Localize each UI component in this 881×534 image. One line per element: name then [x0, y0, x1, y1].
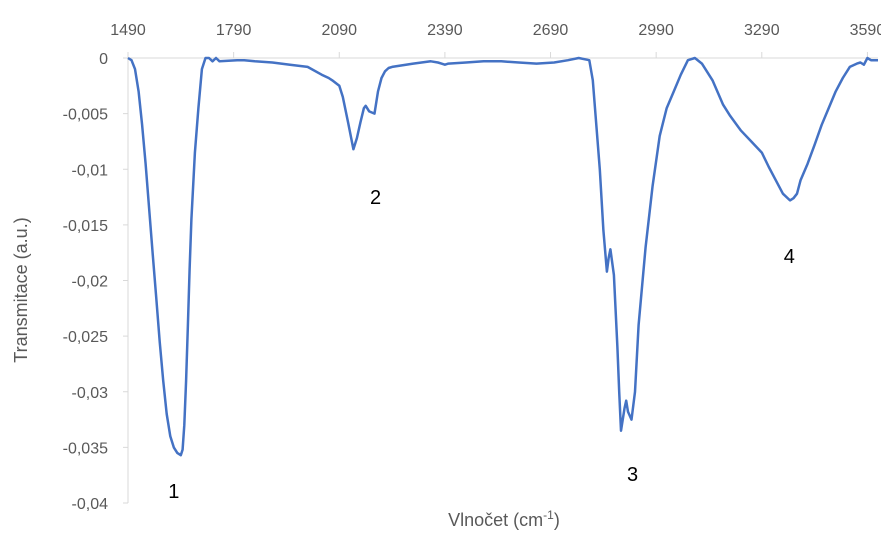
peak-label: 3 [627, 464, 638, 486]
x-axis-title-sup: -1 [543, 508, 554, 522]
x-axis-title-text: Vlnočet (cm [448, 510, 543, 530]
peak-label: 4 [784, 246, 795, 268]
x-tick-label: 2690 [533, 22, 569, 39]
y-tick-label: -0,03 [72, 385, 109, 402]
y-tick-label: -0,02 [72, 274, 109, 291]
x-axis-title-close: ) [554, 510, 560, 530]
y-tick-label: -0,01 [72, 162, 109, 179]
y-tick-label: 0 [99, 51, 108, 68]
x-tick-label: 3590 [850, 22, 881, 39]
y-tick-label: -0,005 [63, 107, 108, 124]
y-tick-label: -0,04 [72, 496, 109, 513]
x-axis-ticks: 1490 1790 2090 2390 2690 2990 3290 3590 [110, 22, 881, 58]
x-tick-label: 2390 [427, 22, 463, 39]
y-tick-label: -0,035 [63, 440, 108, 457]
peak-label: 1 [168, 481, 179, 503]
x-tick-label: 2090 [321, 22, 357, 39]
y-axis-ticks: 0 -0,005 -0,01 -0,015 -0,02 -0,025 -0,03 -0,035… [63, 51, 128, 513]
x-tick-label: 3290 [744, 22, 780, 39]
y-tick-label: -0,025 [63, 329, 108, 346]
y-axis-title: Transmitace (a.u.) [11, 217, 31, 362]
peak-annotations: 1 2 3 4 [168, 187, 795, 503]
peak-label: 2 [370, 187, 381, 209]
x-tick-label: 1790 [216, 22, 252, 39]
y-tick-label: -0,015 [63, 218, 108, 235]
x-tick-label: 2990 [638, 22, 674, 39]
series-line [127, 56, 878, 457]
x-tick-label: 1490 [110, 22, 146, 39]
x-axis-title: Vlnočet (cm-1) [448, 508, 560, 530]
